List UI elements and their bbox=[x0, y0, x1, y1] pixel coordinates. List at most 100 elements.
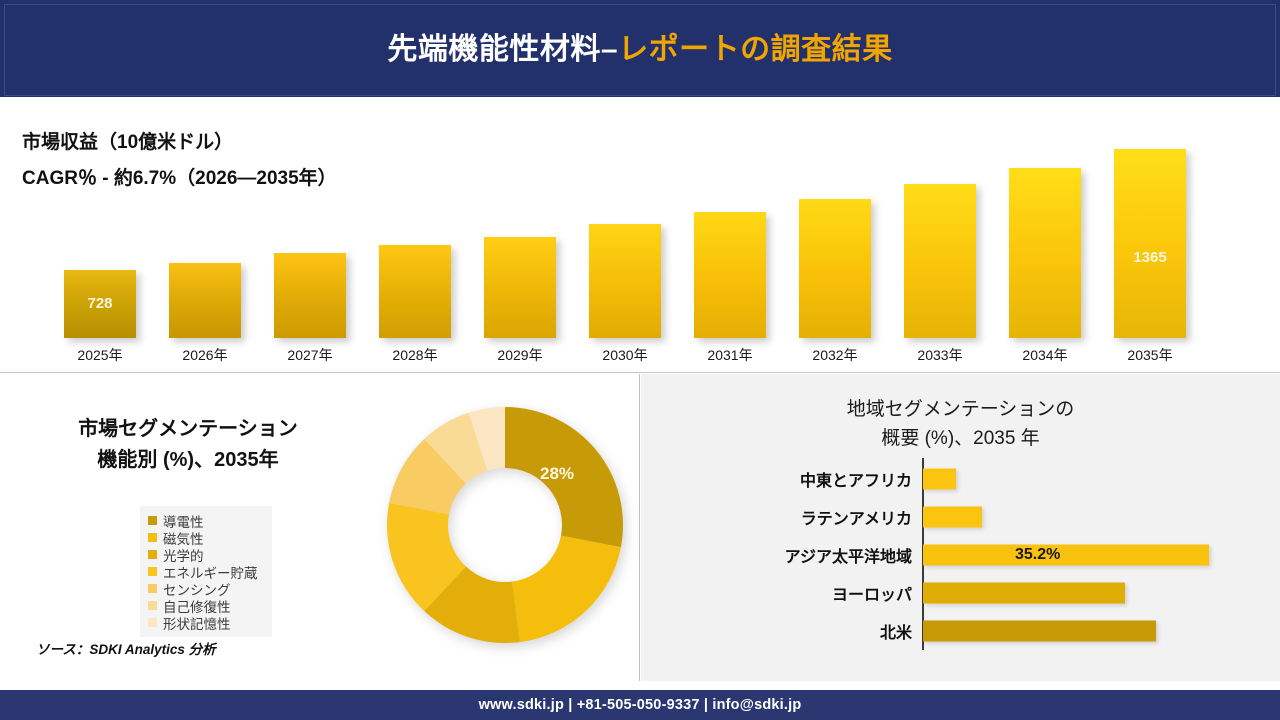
revenue-bar-label: 2029年 bbox=[497, 347, 543, 363]
donut-slice bbox=[424, 566, 520, 643]
legend-label: センシング bbox=[163, 582, 231, 598]
revenue-bar-group bbox=[484, 237, 556, 338]
regional-title-line2: 概要 (%)、2035 年 bbox=[881, 427, 1040, 449]
revenue-bar bbox=[64, 270, 136, 338]
revenue-bar bbox=[904, 184, 976, 338]
revenue-bar-label: 2034年 bbox=[1022, 347, 1068, 363]
market-revenue-label: 市場収益（10億米ドル） bbox=[22, 132, 234, 153]
revenue-bar-label: 2027年 bbox=[287, 347, 333, 363]
revenue-bar-group: 1365 bbox=[1114, 149, 1186, 338]
donut-slice bbox=[468, 407, 505, 471]
page-title-primary: 先端機能性材料 bbox=[387, 33, 601, 66]
revenue-bar-label: 2025年 bbox=[77, 347, 123, 363]
legend-item: 導電性 bbox=[148, 512, 258, 530]
revenue-bar bbox=[1114, 149, 1186, 338]
legend-swatch-icon bbox=[148, 618, 157, 627]
revenue-bar-group bbox=[274, 253, 346, 338]
revenue-bar-value: 728 bbox=[87, 295, 113, 312]
legend-swatch-icon bbox=[148, 601, 157, 610]
legend-item: 自己修復性 bbox=[148, 597, 258, 615]
revenue-bar-group bbox=[589, 224, 661, 338]
revenue-bar bbox=[169, 263, 241, 338]
revenue-bar-group bbox=[169, 263, 241, 338]
regional-panel: 地域セグメンテーションの 概要 (%)、2035 年 中東とアフリカ ラテンアメリ… bbox=[641, 374, 1280, 681]
regional-bar-label: ラテンアメリカ bbox=[800, 511, 912, 528]
regional-bar-value: 35.2% bbox=[1015, 546, 1061, 563]
revenue-bar bbox=[589, 224, 661, 338]
legend-label: 導電性 bbox=[163, 514, 204, 530]
legend-swatch-icon bbox=[148, 567, 157, 576]
regional-bar-row: 北米 bbox=[641, 612, 1280, 650]
revenue-bar bbox=[484, 237, 556, 338]
regional-title-line1: 地域セグメンテーションの bbox=[846, 399, 1075, 420]
regional-bar-label: 中東とアフリカ bbox=[799, 473, 912, 490]
regional-bar bbox=[923, 582, 1125, 604]
revenue-bar-chart: 728 2025年 2026年 2027年 2028年 2029年 2030年 2031年 20… bbox=[0, 103, 1280, 373]
regional-bar-row: 中東とアフリカ bbox=[641, 460, 1280, 498]
revenue-bar-label: 2032年 bbox=[812, 347, 858, 363]
revenue-bar bbox=[274, 253, 346, 338]
footer-spacer bbox=[0, 681, 1280, 690]
donut-svg bbox=[387, 407, 623, 643]
legend-label: 形状記憶性 bbox=[163, 616, 231, 632]
regional-bar-row: ラテンアメリカ bbox=[641, 498, 1280, 536]
page-footer: www.sdki.jp | +81-505-050-9337 | info@sd… bbox=[0, 690, 1280, 720]
revenue-bar-group bbox=[694, 212, 766, 338]
legend-item: 磁気性 bbox=[148, 529, 258, 547]
legend-item: 光学的 bbox=[148, 546, 258, 564]
page-title: 先端機能性材料–レポートの調査結果 bbox=[387, 35, 892, 65]
page-title-accent: レポートの調査結果 bbox=[618, 33, 893, 66]
revenue-bar-label: 2035年 bbox=[1127, 347, 1173, 363]
revenue-bar-group bbox=[1009, 168, 1081, 338]
market-revenue-section: 市場収益（10億米ドル） CAGR％ - 約6.7%（2026―2035年） 7… bbox=[0, 103, 1280, 373]
legend-swatch-icon bbox=[148, 584, 157, 593]
revenue-bar-group: 728 bbox=[64, 270, 136, 338]
revenue-bar-label: 2033年 bbox=[917, 347, 963, 363]
page-header: 先端機能性材料–レポートの調査結果 bbox=[0, 0, 1280, 100]
revenue-bar bbox=[694, 212, 766, 338]
market-cagr-label: CAGR％ - 約6.7%（2026―2035年） bbox=[22, 168, 337, 189]
revenue-bar-group bbox=[799, 199, 871, 338]
revenue-bar bbox=[799, 199, 871, 338]
page-title-dash: – bbox=[600, 33, 619, 66]
legend-swatch-icon bbox=[148, 516, 157, 525]
regional-bar-label: 北米 bbox=[879, 625, 912, 642]
legend-label: 磁気性 bbox=[163, 531, 204, 547]
revenue-bar-label: 2030年 bbox=[602, 347, 648, 363]
source-note: ソース：SDKI Analytics 分析 bbox=[36, 642, 216, 657]
donut-slice bbox=[424, 412, 488, 484]
segmentation-title: 市場セグメンテーション 機能別 (%)、2035年 bbox=[38, 414, 338, 476]
legend-item: 形状記憶性 bbox=[148, 614, 258, 632]
regional-bar-row: ヨーロッパ bbox=[641, 574, 1280, 612]
legend-swatch-icon bbox=[148, 550, 157, 559]
regional-bar bbox=[923, 620, 1156, 642]
regional-axis-line bbox=[922, 458, 924, 650]
legend-swatch-icon bbox=[148, 533, 157, 542]
market-revenue-headings: 市場収益（10億米ドル） CAGR％ - 約6.7%（2026―2035年） bbox=[22, 133, 337, 205]
revenue-bar-group bbox=[379, 245, 451, 338]
donut-slice bbox=[387, 502, 466, 612]
regional-bar-label: ヨーロッパ bbox=[831, 587, 912, 604]
segmentation-panel: 市場セグメンテーション 機能別 (%)、2035年 導電性 磁気性 光学的 エネルギー… bbox=[0, 374, 640, 681]
regional-bar-chart: 中東とアフリカ ラテンアメリカアジア太平洋地域 35.2% ヨーロッパ北米 bbox=[641, 458, 1280, 658]
segmentation-donut-chart bbox=[382, 402, 628, 652]
segmentation-legend: 導電性 磁気性 光学的 エネルギー貯蔵 センシング 自己修復性 形状記憶性 bbox=[140, 506, 272, 637]
header-frame: 先端機能性材料–レポートの調査結果 bbox=[4, 4, 1276, 96]
footer-contact: www.sdki.jp | +81-505-050-9337 | info@sd… bbox=[478, 697, 802, 713]
segmentation-title-line1: 市場セグメンテーション bbox=[78, 418, 298, 440]
revenue-bar-value: 1365 bbox=[1133, 249, 1167, 266]
legend-label: 光学的 bbox=[163, 548, 204, 564]
legend-item: エネルギー貯蔵 bbox=[148, 563, 258, 581]
regional-bar bbox=[923, 468, 956, 490]
legend-label: エネルギー貯蔵 bbox=[163, 565, 258, 581]
regional-bar bbox=[923, 506, 982, 528]
regional-title: 地域セグメンテーションの 概要 (%)、2035 年 bbox=[641, 396, 1280, 453]
legend-label: 自己修復性 bbox=[163, 599, 231, 615]
revenue-bar-label: 2028年 bbox=[392, 347, 438, 363]
revenue-bar bbox=[379, 245, 451, 338]
regional-bar-label: アジア太平洋地域 bbox=[784, 549, 912, 566]
revenue-bar-label: 2031年 bbox=[707, 347, 753, 363]
revenue-bar-label: 2026年 bbox=[182, 347, 228, 363]
regional-bar bbox=[923, 544, 1209, 566]
donut-callout-label: 28% bbox=[540, 464, 575, 483]
